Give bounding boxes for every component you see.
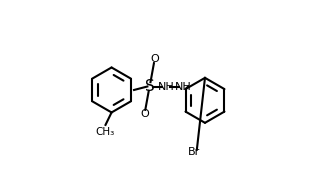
- Text: S: S: [145, 79, 155, 94]
- Text: NH: NH: [175, 81, 192, 92]
- Text: NH: NH: [158, 81, 174, 92]
- Text: Br: Br: [188, 147, 200, 157]
- Text: O: O: [140, 109, 149, 119]
- Text: CH₃: CH₃: [96, 127, 115, 137]
- Text: O: O: [150, 54, 159, 64]
